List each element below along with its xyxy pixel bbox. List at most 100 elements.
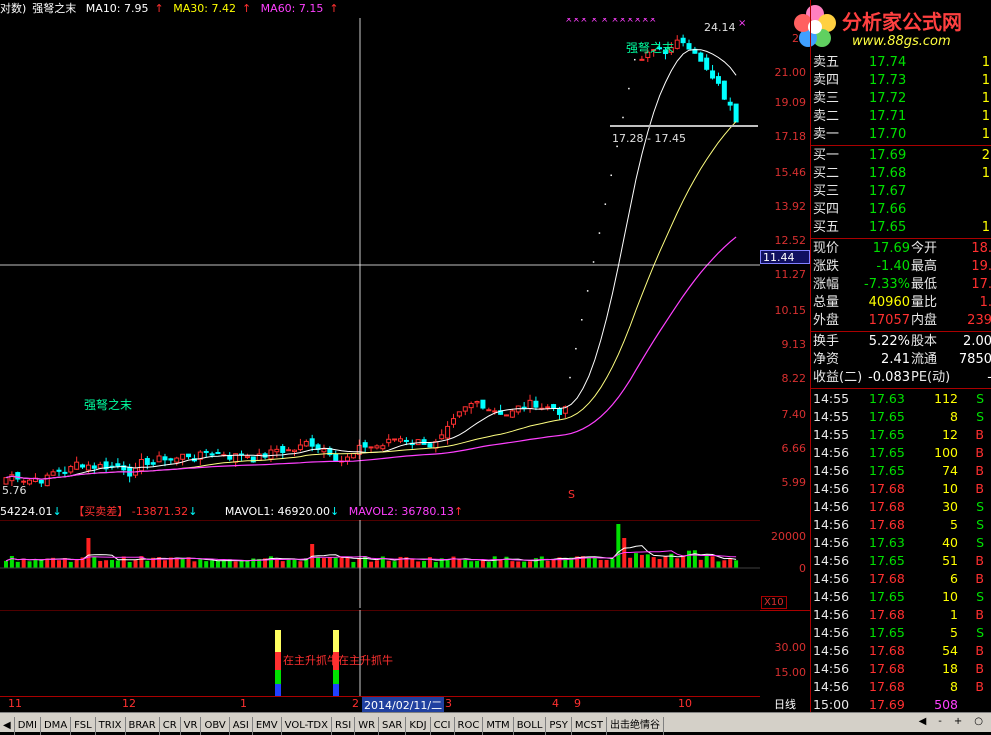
tab-emv[interactable]: EMV [253,717,282,735]
tab-brar[interactable]: BRAR [126,717,160,735]
volume-bar [304,558,309,568]
tab-minus-icon[interactable]: - [938,716,942,727]
site-logo: 分析家公式网 www.88gs.com [790,0,991,54]
cross-markers: ××× × × ×××××× [565,18,657,25]
volume-bar [386,560,391,568]
volume-bar [162,560,167,568]
price-tick: 12.52 [774,234,807,247]
tick-row: 14:55 17.65 8 S [813,409,984,424]
volume-chart[interactable] [0,520,760,608]
tab-trix[interactable]: TRIX [96,717,126,735]
candle-body [80,464,86,468]
tab-cr[interactable]: CR [160,717,181,735]
candle-body [333,453,339,462]
price-tick: 15.46 [774,166,807,179]
candlestick-chart[interactable]: 17.28 - 17.45 24.14 5.76 强弩之末 强弩之末 ××× ×… [0,18,760,506]
volume-bar [115,560,120,568]
candle-body [456,411,462,417]
volume-bar [557,557,562,568]
indicator-chart[interactable]: 在主升抓牛在主升抓牛 [0,610,760,696]
x10-badge[interactable]: X10 [761,596,787,609]
buy-level: 买四 17.66 [813,202,907,217]
candle-body [415,439,421,446]
tick-row: 14:56 17.68 54 B [813,643,984,658]
tab-mcst[interactable]: MCST [572,717,607,735]
volume-bar [528,561,533,568]
volume-bar [645,554,650,568]
volume-bar [21,558,26,568]
mavol2-line [5,550,737,562]
price-tick: 5.99 [781,476,807,489]
candle-body [56,469,62,472]
volume-bar [316,556,321,568]
ma30-line [5,121,737,480]
volume-bar [268,556,273,568]
tick-row: 14:56 17.68 8 B [813,679,984,694]
tab-vol-tdx[interactable]: VOL-TDX [282,717,332,735]
tab-fsl[interactable]: FSL [71,717,96,735]
indicator-axis: 30.00 15.00 [760,610,810,697]
tab-plus-icon[interactable]: + [953,716,963,727]
volume-bar [80,557,85,568]
time-tick-2: 2 [352,697,359,710]
volume-bar [604,559,609,568]
tab-rsi[interactable]: RSI [332,717,356,735]
tab-dmi[interactable]: DMI [15,717,41,735]
indicator-name[interactable]: 强弩之末 [32,2,77,15]
tab-kdj[interactable]: KDJ [406,717,431,735]
volume-bar [321,558,326,568]
buy-level: 买五 17.65 1 [813,220,990,235]
candle-body [680,37,686,44]
candle-body [639,58,645,61]
volume-bar [51,557,56,568]
volume-bar [180,558,185,568]
tab-psy[interactable]: PSY [546,717,572,735]
volume-bar [157,557,162,568]
candle-body [386,438,392,444]
candle-body [303,440,309,447]
volume-bar [327,557,332,568]
quote-panel: 卖五 17.74 1 卖四 17.73 1 卖三 17.72 1 卖二 17.71 1 卖一 17.70 1… [810,0,991,712]
volume-bar [563,557,568,568]
time-axis: 11 12 1 2 2014/02/11/二 3 4 9 10 [0,696,760,713]
tick-row: 14:56 17.68 10 B [813,481,984,496]
candle-body [551,404,557,409]
volume-bar [174,557,179,568]
volume-bar [610,558,615,568]
candle-body [462,406,468,412]
candle-body [721,80,727,100]
candle-body [156,455,162,463]
volume-bar [339,556,344,568]
tab-wr[interactable]: WR [355,717,380,735]
tab-出击绝情谷[interactable]: 出击绝情谷 [607,717,664,735]
candle-body [704,57,710,70]
volume-bar [522,561,527,568]
price-tick: 9.13 [781,338,807,351]
tab-close-icon[interactable]: ○ [974,716,983,727]
tab-roc[interactable]: ROC [455,717,484,735]
tab-dma[interactable]: DMA [41,717,72,735]
candle-body [427,443,433,448]
volume-bar [204,561,209,568]
tab-obv[interactable]: OBV [201,717,230,735]
tab-sar[interactable]: SAR [379,717,407,735]
tab-scroll-left-icon[interactable]: ◀ [0,717,15,735]
daily-period-label[interactable]: 日线 [774,698,796,711]
tab-asi[interactable]: ASI [230,717,253,735]
candle-body [297,444,303,451]
candle-body [527,399,533,410]
candle-body [503,414,509,417]
tab-boll[interactable]: BOLL [514,717,547,735]
candle-body [645,51,651,59]
tab-prev-icon[interactable]: ◀ [918,716,927,727]
ma60-label: MA60: 7.15 [260,2,324,15]
volume-bar [533,558,538,568]
tab-cci[interactable]: CCI [431,717,455,735]
volume-bar [716,561,721,568]
volume-bar [498,559,503,568]
high-label: 24.14 [704,21,736,34]
tab-mtm[interactable]: MTM [483,717,514,735]
candle-body [715,76,721,84]
tab-vr[interactable]: VR [181,717,202,735]
candle-body [321,448,327,453]
